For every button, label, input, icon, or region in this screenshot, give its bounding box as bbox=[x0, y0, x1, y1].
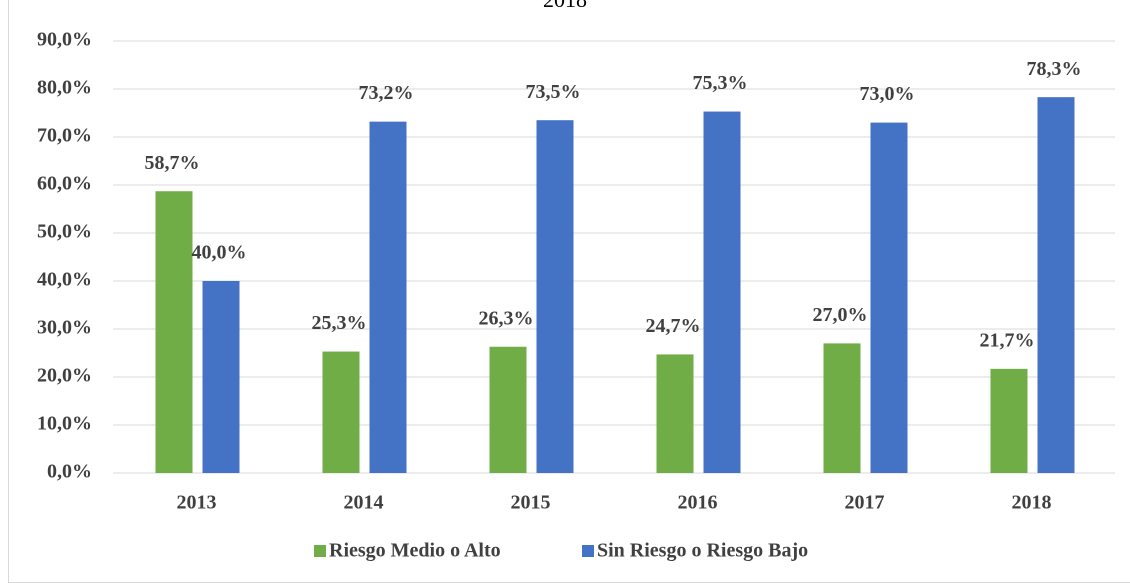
x-tick-label: 2017 bbox=[845, 492, 885, 514]
data-label: 73,5% bbox=[526, 81, 581, 103]
data-label: 24,7% bbox=[646, 315, 701, 337]
y-tick-label: 70,0% bbox=[37, 125, 92, 147]
x-tick-label: 2015 bbox=[511, 492, 551, 514]
legend-swatch bbox=[314, 545, 326, 557]
y-tick-label: 80,0% bbox=[37, 77, 92, 99]
bar bbox=[990, 368, 1028, 473]
bar bbox=[155, 191, 193, 474]
y-tick-label: 40,0% bbox=[37, 269, 92, 291]
x-tick-label: 2016 bbox=[678, 492, 718, 514]
data-label: 27,0% bbox=[813, 304, 868, 326]
bar bbox=[870, 122, 908, 473]
data-label: 58,7% bbox=[145, 152, 200, 174]
bar bbox=[1037, 97, 1075, 473]
y-tick-label: 90,0% bbox=[37, 29, 92, 51]
legend-label: Sin Riesgo o Riesgo Bajo bbox=[597, 540, 808, 562]
data-label: 21,7% bbox=[980, 329, 1035, 351]
data-label: 73,0% bbox=[860, 83, 915, 105]
y-tick-label: 20,0% bbox=[37, 365, 92, 387]
bar bbox=[489, 346, 527, 473]
y-tick-label: 60,0% bbox=[37, 173, 92, 195]
data-label: 78,3% bbox=[1027, 58, 1082, 80]
x-tick-label: 2014 bbox=[344, 492, 384, 514]
bar bbox=[369, 121, 407, 473]
bar bbox=[202, 281, 240, 473]
y-tick-label: 30,0% bbox=[37, 317, 92, 339]
bar bbox=[823, 343, 861, 473]
data-label: 75,3% bbox=[693, 72, 748, 94]
legend-swatch bbox=[582, 545, 594, 557]
bar bbox=[703, 111, 741, 473]
y-tick-label: 0,0% bbox=[47, 461, 92, 483]
bar bbox=[656, 354, 694, 473]
data-label: 26,3% bbox=[479, 307, 534, 329]
data-label: 73,2% bbox=[359, 82, 414, 104]
bar bbox=[322, 351, 360, 473]
bar bbox=[536, 120, 574, 473]
legend-label: Riesgo Medio o Alto bbox=[329, 540, 501, 562]
y-tick-label: 50,0% bbox=[37, 221, 92, 243]
x-tick-label: 2013 bbox=[177, 492, 217, 514]
chart-title: 2018 bbox=[543, 0, 587, 12]
data-label: 25,3% bbox=[312, 312, 367, 334]
y-tick-label: 10,0% bbox=[37, 413, 92, 435]
data-label: 40,0% bbox=[192, 242, 247, 264]
x-tick-label: 2018 bbox=[1012, 492, 1052, 514]
